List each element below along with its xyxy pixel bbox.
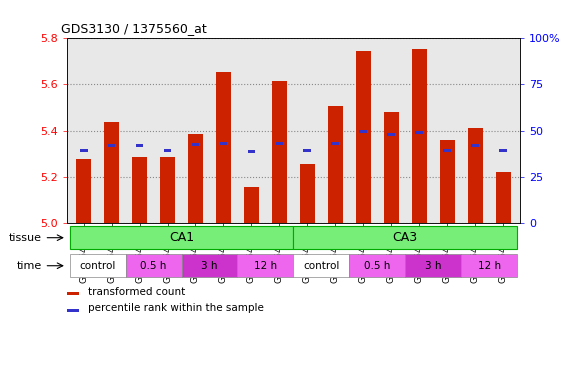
Bar <box>293 254 349 278</box>
Bar <box>132 157 147 223</box>
Text: CA1: CA1 <box>169 231 194 244</box>
Bar <box>220 142 227 145</box>
Text: 3 h: 3 h <box>425 261 442 271</box>
Bar <box>67 293 79 295</box>
Bar <box>164 149 171 152</box>
Bar <box>356 51 371 223</box>
Text: control: control <box>303 261 339 271</box>
Bar <box>181 254 238 278</box>
Bar <box>331 142 339 145</box>
Text: 3 h: 3 h <box>201 261 218 271</box>
Bar <box>468 128 483 223</box>
Bar <box>496 172 511 223</box>
Bar <box>303 149 311 152</box>
Bar <box>70 226 293 250</box>
Bar <box>499 149 507 152</box>
Bar <box>360 130 367 133</box>
Text: 12 h: 12 h <box>254 261 277 271</box>
Bar <box>471 144 479 147</box>
Text: percentile rank within the sample: percentile rank within the sample <box>88 303 264 313</box>
Bar <box>135 144 144 147</box>
Bar <box>244 187 259 223</box>
Bar <box>104 122 119 223</box>
Bar <box>461 254 517 278</box>
Bar <box>160 157 175 223</box>
Bar <box>76 159 91 223</box>
Text: GDS3130 / 1375560_at: GDS3130 / 1375560_at <box>61 22 207 35</box>
Bar <box>383 112 399 223</box>
Text: transformed count: transformed count <box>88 287 185 297</box>
Text: 12 h: 12 h <box>478 261 501 271</box>
Bar <box>349 254 406 278</box>
Text: CA3: CA3 <box>393 231 418 244</box>
Bar <box>443 149 451 152</box>
Bar <box>300 164 315 223</box>
Text: 0.5 h: 0.5 h <box>364 261 390 271</box>
Bar <box>440 140 455 223</box>
Bar <box>293 226 517 250</box>
Bar <box>388 132 395 136</box>
Bar <box>238 254 293 278</box>
Bar <box>411 49 427 223</box>
Bar <box>188 134 203 223</box>
Bar <box>216 72 231 223</box>
Bar <box>272 81 287 223</box>
Bar <box>107 144 116 147</box>
Bar <box>275 142 284 145</box>
Bar <box>192 143 199 146</box>
Text: 0.5 h: 0.5 h <box>141 261 167 271</box>
Bar <box>67 309 79 312</box>
Bar <box>80 149 88 152</box>
Text: time: time <box>16 261 42 271</box>
Bar <box>406 254 461 278</box>
Bar <box>70 254 125 278</box>
Bar <box>415 131 423 134</box>
Bar <box>248 150 256 153</box>
Bar <box>125 254 181 278</box>
Bar <box>328 106 343 223</box>
Text: control: control <box>80 261 116 271</box>
Text: tissue: tissue <box>9 233 42 243</box>
